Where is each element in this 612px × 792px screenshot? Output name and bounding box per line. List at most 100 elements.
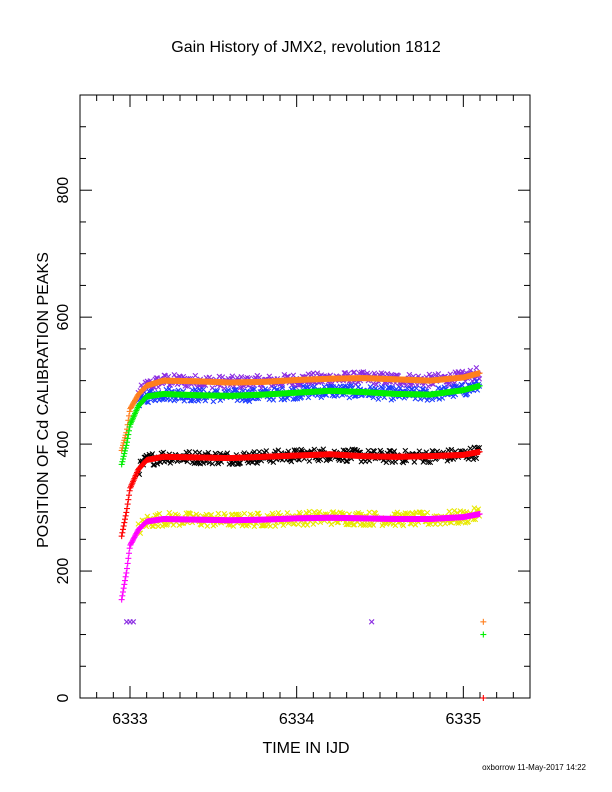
fit-point-s7 — [126, 550, 132, 557]
scatter-point-s4 — [186, 448, 193, 455]
fit-point-s5 — [125, 496, 132, 503]
outlier-point-s8 — [368, 619, 375, 625]
scatter-point-s3 — [188, 398, 195, 404]
fit-point-s7 — [122, 577, 128, 584]
scatter-point-s4 — [411, 459, 418, 465]
y-axis-label: POSITION OF Cd CALIBRATION PEAKS — [35, 252, 52, 548]
y-tick-label-3: 600 — [55, 304, 72, 331]
scatter-point-s6 — [204, 523, 211, 529]
outlier-point-s11 — [480, 695, 487, 701]
scatter-point-s6 — [424, 509, 431, 516]
scatter-point-s1 — [279, 382, 286, 389]
scatter-point-s3 — [225, 387, 232, 393]
outlier-point-s8 — [130, 619, 137, 625]
footer-credit: oxborrow 11-May-2017 14:22 — [482, 763, 586, 772]
scatter-point-s3 — [232, 386, 239, 393]
scatter-point-s3 — [302, 384, 309, 391]
fit-point-s2 — [119, 458, 126, 465]
scatter-point-s4 — [467, 445, 474, 452]
scatter-point-s3 — [214, 388, 221, 394]
scatter-point-s3 — [145, 399, 152, 406]
scatter-point-s4 — [256, 449, 263, 455]
outlier-point-s10 — [480, 631, 487, 638]
scatter-point-s3 — [202, 397, 209, 404]
scatter-point-s6 — [267, 523, 274, 529]
fit-point-s7 — [122, 573, 129, 580]
scatter-point-s3 — [404, 385, 411, 392]
scatter-point-s3 — [419, 386, 426, 393]
scatter-point-s1 — [425, 383, 432, 390]
scatter-point-s1 — [476, 376, 483, 382]
fit-point-s2 — [120, 456, 126, 463]
plot-frame — [79, 94, 531, 699]
scatter-point-s1 — [238, 374, 245, 380]
fit-point-s5 — [124, 501, 131, 508]
scatter-point-s3 — [305, 394, 312, 401]
scatter-point-s1 — [473, 364, 480, 371]
fit-point-s5 — [122, 516, 128, 523]
scatter-point-s1 — [459, 368, 466, 375]
fit-point-s7 — [120, 585, 127, 592]
scatter-point-s6 — [284, 510, 291, 516]
scatter-point-s1 — [403, 382, 410, 389]
fit-point-s7 — [124, 560, 131, 567]
scatter-point-s1 — [171, 372, 178, 378]
fit-point-s7 — [119, 592, 126, 599]
scatter-point-s3 — [390, 395, 397, 402]
scatter-point-s3 — [473, 378, 480, 384]
chart-title: Gain History of JMX2, revolution 1812 — [171, 39, 441, 56]
scatter-point-s1 — [297, 381, 304, 388]
scatter-point-s4 — [150, 462, 157, 468]
x-tick-label-2: 6335 — [446, 711, 482, 728]
fit-point-s7 — [118, 596, 125, 603]
scatter-point-s3 — [439, 395, 446, 401]
fit-point-s5 — [124, 505, 130, 512]
scatter-point-s6 — [446, 508, 453, 515]
scatter-point-s3 — [413, 385, 420, 392]
scatter-point-s3 — [348, 382, 355, 389]
x-tick-label-0: 6333 — [112, 711, 148, 728]
fit-point-s5 — [120, 526, 126, 533]
scatter-point-s4 — [251, 449, 258, 455]
scatter-point-s3 — [181, 398, 188, 404]
scatter-point-s6 — [241, 510, 248, 517]
scatter-point-s3 — [451, 383, 458, 389]
scatter-point-s3 — [284, 395, 291, 401]
fit-point-s5 — [126, 492, 132, 499]
scatter-point-s3 — [251, 386, 258, 392]
fit-point-s2 — [120, 453, 127, 460]
fit-point-s7 — [126, 545, 133, 552]
fit-point-s2 — [122, 447, 128, 454]
scatter-point-s4 — [365, 447, 372, 454]
fit-point-s5 — [126, 487, 133, 494]
fit-point-s2 — [121, 450, 128, 457]
scatter-point-s1 — [192, 372, 199, 379]
scatter-point-s1 — [414, 382, 421, 388]
y-tick-label-4: 800 — [55, 177, 72, 204]
scatter-point-s1 — [406, 371, 413, 378]
fit-point-s5 — [119, 529, 126, 536]
fit-point-s7 — [124, 565, 130, 572]
data-points — [118, 364, 487, 701]
fit-point-s5 — [120, 522, 127, 529]
scatter-point-s6 — [400, 522, 407, 529]
fit-point-s5 — [118, 533, 125, 540]
scatter-point-s1 — [184, 383, 191, 390]
outlier-point-s9 — [480, 618, 487, 625]
scatter-point-s6 — [215, 510, 222, 517]
scatter-point-s4 — [306, 458, 313, 464]
scatter-point-s6 — [437, 521, 444, 527]
scatter-point-s3 — [436, 396, 443, 402]
scatter-point-s4 — [154, 460, 161, 467]
scatter-point-s3 — [270, 397, 277, 403]
scatter-point-s3 — [292, 396, 299, 402]
fit-point-s5 — [122, 512, 129, 519]
scatter-point-s1 — [373, 381, 380, 388]
scatter-point-s3 — [429, 396, 436, 403]
scatter-point-s4 — [263, 448, 270, 454]
scatter-point-s1 — [281, 371, 288, 378]
scatter-point-s3 — [246, 398, 253, 405]
scatter-point-s1 — [351, 369, 358, 376]
scatter-point-s1 — [229, 373, 236, 379]
